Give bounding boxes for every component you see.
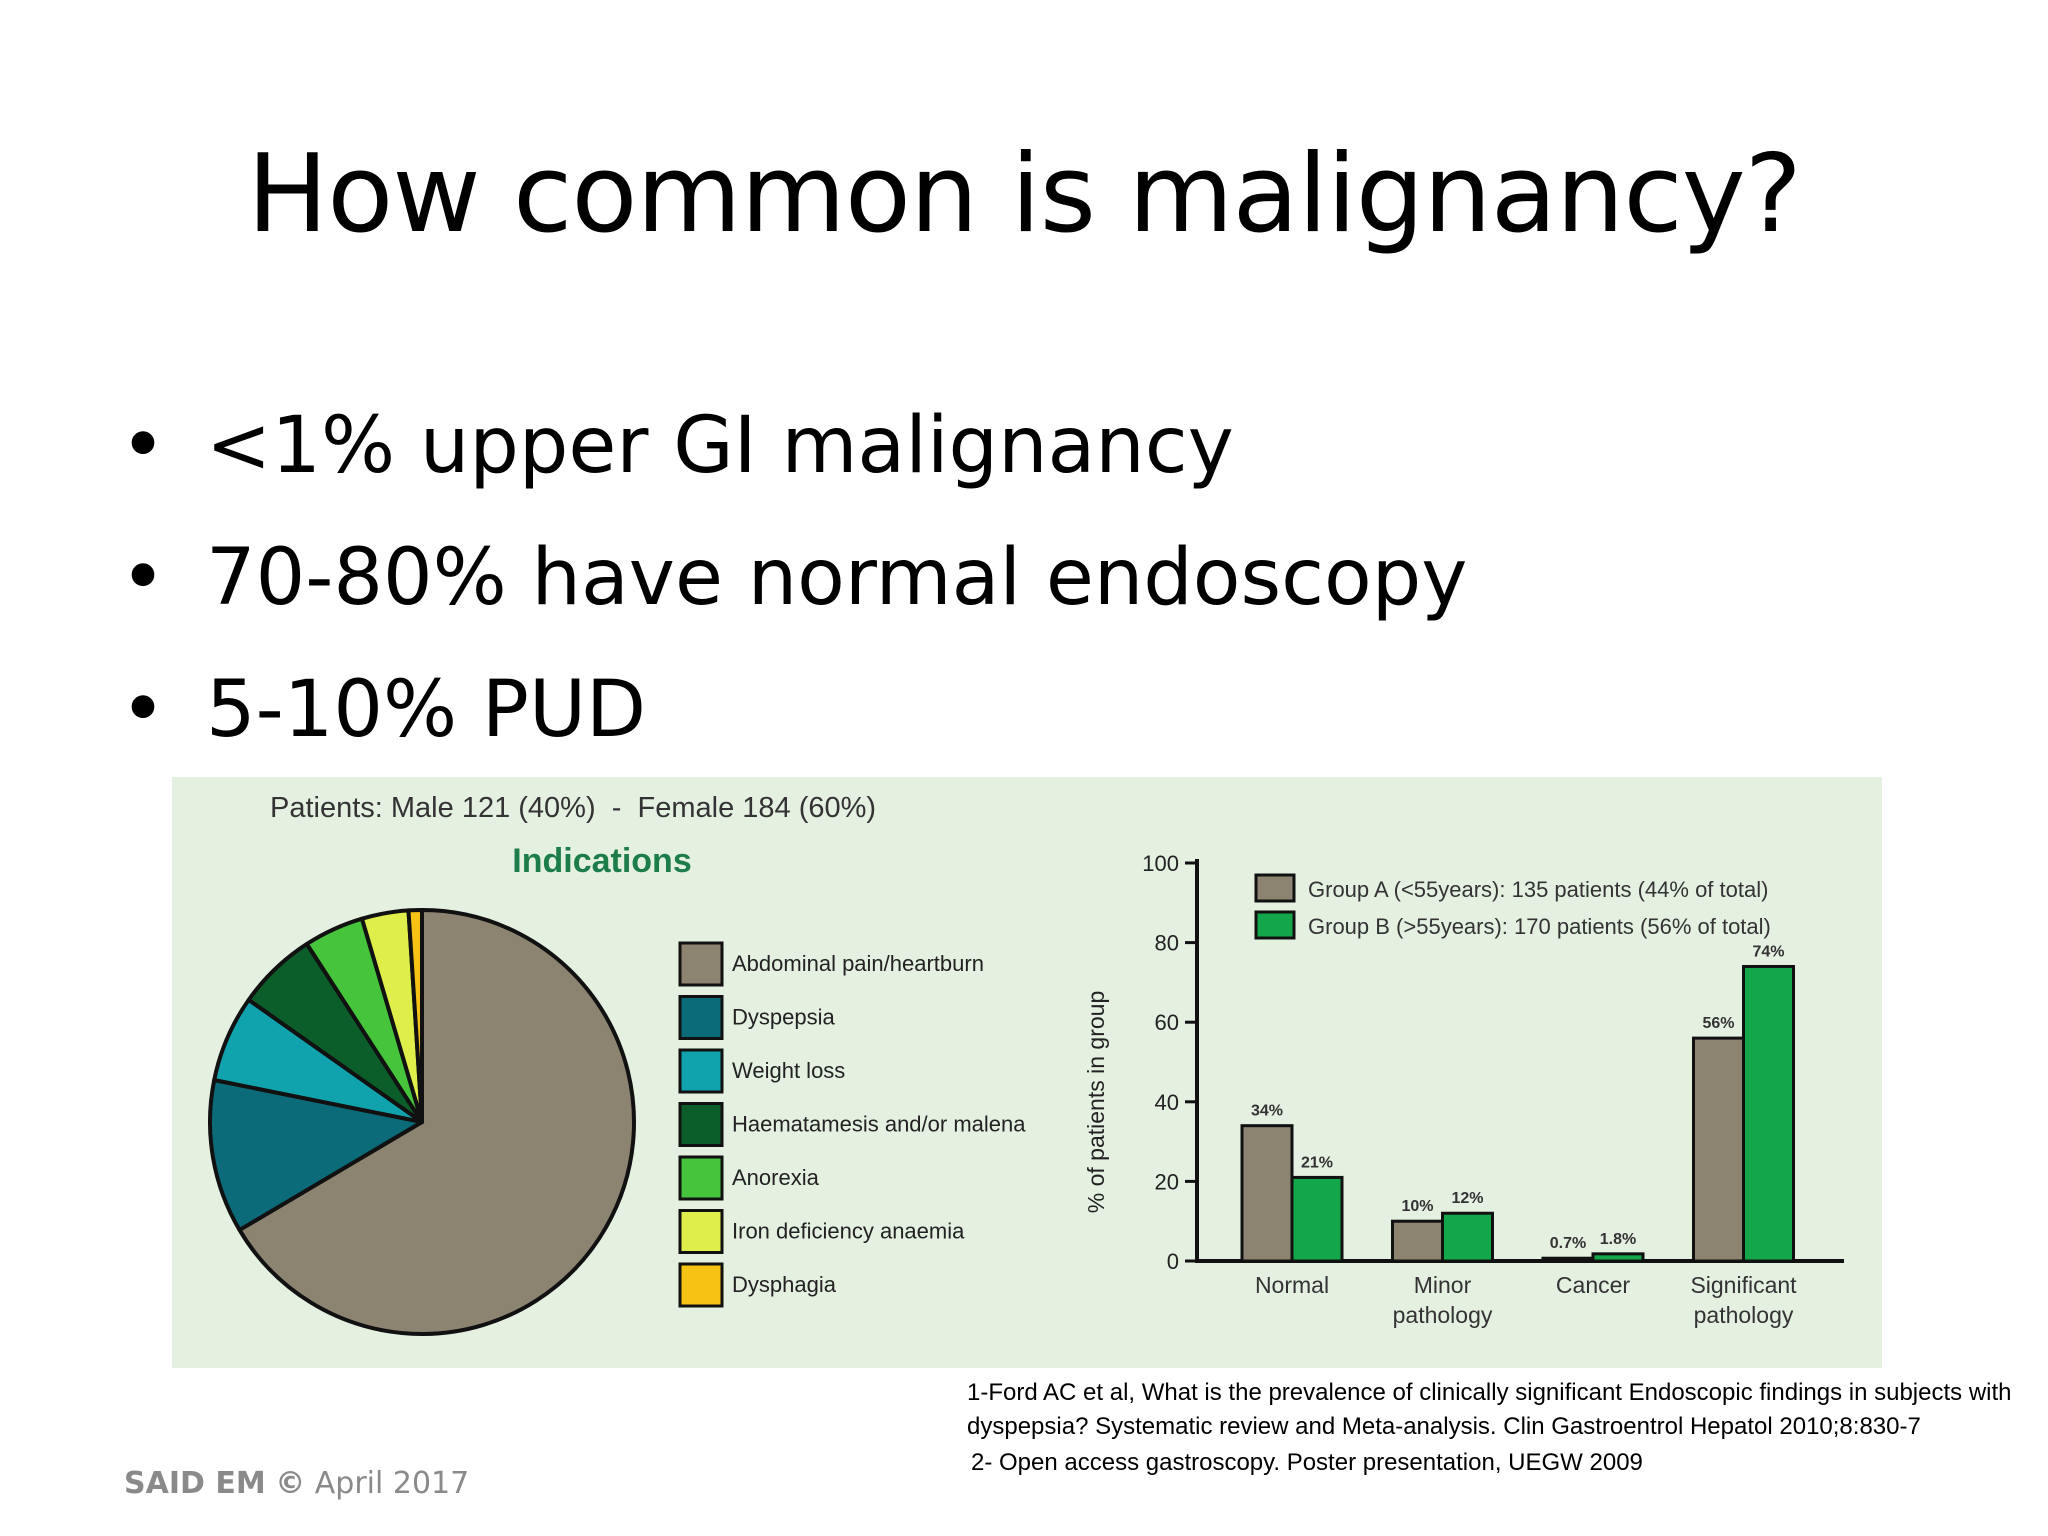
bullet-symbol: • xyxy=(120,533,167,623)
bullet-text: 5-10% PUD xyxy=(206,665,647,755)
bar-0-1 xyxy=(1391,1219,1444,1263)
x-tick-label-3-line2: pathology xyxy=(1694,1302,1794,1328)
legend-swatch-6 xyxy=(678,1262,724,1308)
pie-legend: Abdominal pain/heartburn Dyspepsia Weight … xyxy=(678,941,1026,1308)
x-tick-label-1: Minor xyxy=(1414,1272,1472,1298)
bullet-item: • 70-80% have normal endoscopy xyxy=(120,512,1467,644)
bar-1-2 xyxy=(1591,1252,1645,1263)
pie-slice-6 xyxy=(406,908,424,1124)
x-tick-label-3: Significant xyxy=(1690,1272,1797,1298)
bar-label-1-2: 1.8% xyxy=(1600,1231,1636,1248)
x-tick-label-0: Normal xyxy=(1255,1272,1329,1298)
legend-label-3: Haematamesis and/or malena xyxy=(732,1112,1026,1137)
reference-2: 2- Open access gastroscopy. Poster prese… xyxy=(971,1449,1643,1476)
footer-date: April 2017 xyxy=(314,1466,470,1501)
bar-label-1-0: 21% xyxy=(1301,1154,1333,1171)
pie-chart-title: Indications xyxy=(512,842,691,880)
bullet-list: • <1% upper GI malignancy • 70-80% have no… xyxy=(120,380,1467,776)
x-tick-label-1-line2: pathology xyxy=(1393,1302,1493,1328)
legend-label-2: Weight loss xyxy=(732,1058,845,1083)
bar-label-0-1: 10% xyxy=(1401,1198,1433,1215)
y-tick-label-4: 80 xyxy=(1155,931,1179,956)
y-tick-label-3: 60 xyxy=(1155,1010,1179,1035)
pie-slice-1 xyxy=(208,1078,424,1232)
legend-label-6: Dysphagia xyxy=(732,1272,837,1297)
bar-legend-swatch-1 xyxy=(1254,910,1296,940)
patients-summary: Patients: Male 121 (40%) - Female 184 (6… xyxy=(270,792,876,824)
bar-label-0-3: 56% xyxy=(1702,1015,1734,1032)
legend-swatch-3 xyxy=(678,1102,724,1147)
bar-0-2 xyxy=(1541,1256,1595,1263)
legend-swatch-4 xyxy=(678,1155,724,1201)
x-tick-label-2: Cancer xyxy=(1556,1272,1630,1298)
y-tick-label-2: 40 xyxy=(1155,1090,1179,1115)
bar-0-3 xyxy=(1692,1036,1745,1263)
bar-0-0 xyxy=(1240,1124,1294,1263)
legend-label-1: Dyspepsia xyxy=(732,1005,835,1030)
bullet-text: 70-80% have normal endoscopy xyxy=(206,533,1468,623)
copyright-icon: © xyxy=(275,1466,306,1501)
bar-label-0-2: 0.7% xyxy=(1550,1235,1586,1252)
legend-swatch-5 xyxy=(678,1209,724,1254)
references: 1-Ford AC et al, What is the prevalence … xyxy=(967,1376,2037,1480)
bar-legend-label-0: Group A (<55years): 135 patients (44% of… xyxy=(1308,877,1768,902)
footer-brand: SAID EM xyxy=(124,1466,266,1501)
bar-chart: 0 20 40 60 80 100 % of patients in group 34% 21%… xyxy=(1083,851,1844,1328)
bullet-item: • <1% upper GI malignancy xyxy=(120,380,1467,512)
slide-title: How common is malignancy? xyxy=(247,132,1802,257)
bar-1-1 xyxy=(1441,1211,1494,1263)
bar-label-0-0: 34% xyxy=(1251,1103,1283,1120)
bar-label-1-1: 12% xyxy=(1451,1190,1483,1207)
bar-label-1-3: 74% xyxy=(1752,943,1784,960)
figure-panel: Patients: Male 121 (40%) - Female 184 (6… xyxy=(172,777,1882,1368)
legend-label-4: Anorexia xyxy=(732,1165,820,1190)
bullet-symbol: • xyxy=(120,401,167,491)
pie-slice-0 xyxy=(237,908,636,1336)
legend-swatch-1 xyxy=(678,995,724,1040)
reference-1: 1-Ford AC et al, What is the prevalence … xyxy=(967,1379,2012,1440)
footer: SAID EM © April 2017 xyxy=(124,1466,469,1501)
bullet-symbol: • xyxy=(120,665,167,755)
bar-1-3 xyxy=(1742,964,1795,1263)
legend-swatch-2 xyxy=(678,1048,724,1094)
bullet-item: • 5-10% PUD xyxy=(120,644,1467,776)
y-tick-label-0: 0 xyxy=(1167,1249,1179,1274)
legend-label-5: Iron deficiency anaemia xyxy=(732,1219,965,1244)
legend-swatch-0 xyxy=(678,941,724,987)
legend-label-0: Abdominal pain/heartburn xyxy=(732,951,984,976)
bar-legend-swatch-0 xyxy=(1254,873,1296,903)
pie-chart xyxy=(208,908,636,1336)
bullet-text: <1% upper GI malignancy xyxy=(206,401,1234,491)
y-axis-label: % of patients in group xyxy=(1083,991,1109,1213)
y-tick-label-1: 20 xyxy=(1155,1169,1179,1194)
bar-legend-label-1: Group B (>55years): 170 patients (56% of… xyxy=(1308,914,1771,939)
y-tick-label-5: 100 xyxy=(1142,851,1179,876)
figure-canvas: Patients: Male 121 (40%) - Female 184 (6… xyxy=(208,792,1844,1336)
bar-1-0 xyxy=(1290,1175,1344,1263)
